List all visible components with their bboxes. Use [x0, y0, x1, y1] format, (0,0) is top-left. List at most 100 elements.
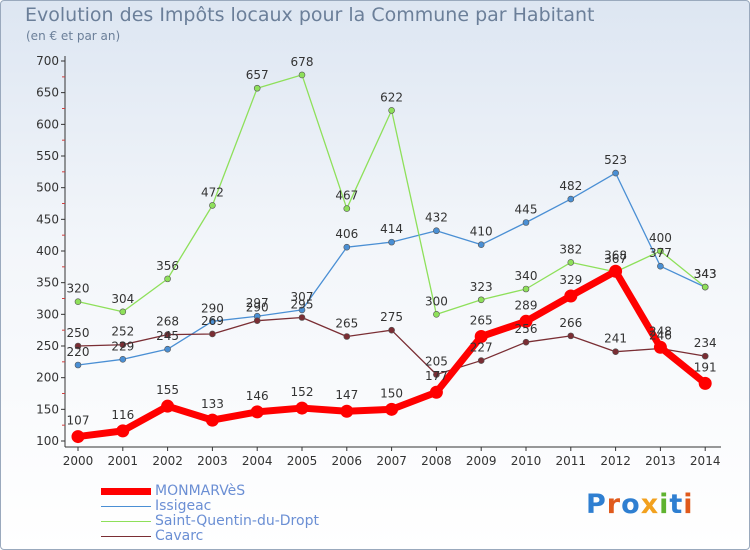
data-point [340, 404, 354, 418]
data-point [477, 296, 485, 304]
proxiti-logo: Proxiti [586, 489, 694, 520]
data-point [295, 401, 309, 415]
data-label: 356 [156, 259, 179, 273]
x-tick-label: 2006 [332, 454, 363, 468]
x-tick-label: 2013 [645, 454, 676, 468]
legend-swatch-saint-quentin [101, 521, 151, 522]
data-point [612, 169, 619, 177]
data-label: 191 [694, 360, 717, 374]
data-label: 343 [694, 267, 717, 281]
legend-item: MONMARVèS [101, 484, 319, 499]
x-tick-label: 2010 [511, 454, 542, 468]
data-label: 152 [291, 385, 314, 399]
data-point [74, 342, 82, 350]
data-point [388, 326, 395, 334]
data-point [343, 243, 351, 251]
data-label: 246 [649, 329, 672, 343]
data-label: 241 [604, 332, 627, 346]
legend-swatch-cavarc [101, 536, 151, 537]
data-point [71, 430, 85, 444]
data-point [698, 376, 712, 390]
chart-lines [71, 71, 712, 444]
data-point [253, 84, 261, 92]
data-point [477, 241, 485, 248]
x-tick-label: 2012 [600, 454, 631, 468]
y-tick-label: 450 [36, 212, 59, 226]
data-label: 256 [515, 322, 538, 336]
data-point [519, 314, 533, 328]
data-label: 678 [291, 55, 314, 69]
x-tick-label: 2009 [466, 454, 497, 468]
data-label: 367 [604, 252, 627, 266]
data-point [343, 205, 351, 212]
data-label: 467 [335, 189, 358, 203]
y-tick-label: 700 [36, 54, 59, 68]
data-point [522, 285, 530, 293]
x-tick-label: 2001 [108, 454, 139, 468]
data-label: 147 [335, 388, 358, 402]
data-label: 265 [470, 314, 493, 328]
data-label: 205 [425, 355, 448, 369]
data-point [388, 107, 395, 114]
data-point [612, 348, 619, 356]
chart-subtitle: (en € et par an) [26, 29, 121, 43]
data-point [298, 314, 306, 321]
data-label: 657 [246, 68, 269, 82]
data-label: 400 [649, 231, 672, 245]
data-label: 432 [425, 211, 448, 225]
data-point [388, 238, 395, 246]
x-tick-label: 2003 [197, 454, 228, 468]
data-point [119, 355, 127, 363]
data-point [161, 399, 175, 413]
y-tick-label: 150 [36, 402, 59, 416]
data-label: 275 [380, 310, 403, 324]
data-label: 177 [425, 369, 448, 383]
y-tick-label: 200 [36, 371, 59, 385]
data-label: 107 [67, 414, 90, 428]
y-tick-label: 650 [36, 86, 59, 100]
data-label: 269 [201, 314, 224, 328]
legend-label: Saint-Quentin-du-Dropt [155, 513, 319, 529]
data-point [701, 283, 709, 291]
data-point [564, 289, 578, 303]
data-label: 320 [67, 282, 90, 296]
data-point [522, 338, 530, 346]
data-label: 377 [649, 246, 672, 260]
data-label: 268 [156, 315, 179, 329]
y-tick-label: 250 [36, 339, 59, 353]
x-tick-label: 2014 [690, 454, 721, 468]
data-label: 343 [694, 267, 717, 281]
data-label: 406 [335, 227, 358, 241]
data-label: 329 [559, 273, 582, 287]
chart-title: Evolution des Impôts locaux pour la Comm… [25, 4, 595, 26]
legend-swatch-monmarves [101, 488, 151, 495]
data-label: 290 [246, 301, 269, 315]
data-label: 133 [201, 397, 224, 411]
data-point [116, 424, 130, 438]
data-label: 290 [201, 301, 224, 315]
data-point [474, 330, 488, 343]
data-point [209, 202, 216, 209]
data-label: 289 [515, 298, 538, 312]
x-tick-label: 2005 [287, 454, 318, 468]
y-tick-label: 500 [36, 181, 59, 195]
x-tick-label: 2002 [152, 454, 183, 468]
legend-label: MONMARVèS [155, 483, 246, 499]
data-label: 410 [470, 225, 493, 239]
data-point [74, 361, 82, 369]
data-point [343, 333, 351, 340]
data-point [385, 402, 399, 416]
data-label: 297 [246, 296, 269, 310]
y-tick-label: 100 [36, 434, 59, 448]
data-point [298, 71, 306, 79]
data-label: 229 [111, 339, 134, 353]
data-label: 252 [111, 325, 134, 339]
data-label: 248 [649, 324, 672, 338]
data-label: 146 [246, 389, 269, 403]
x-tick-label: 2004 [242, 454, 273, 468]
data-label: 227 [470, 341, 493, 355]
y-tick-label: 600 [36, 117, 59, 131]
data-point [567, 195, 575, 203]
data-point [253, 317, 261, 324]
